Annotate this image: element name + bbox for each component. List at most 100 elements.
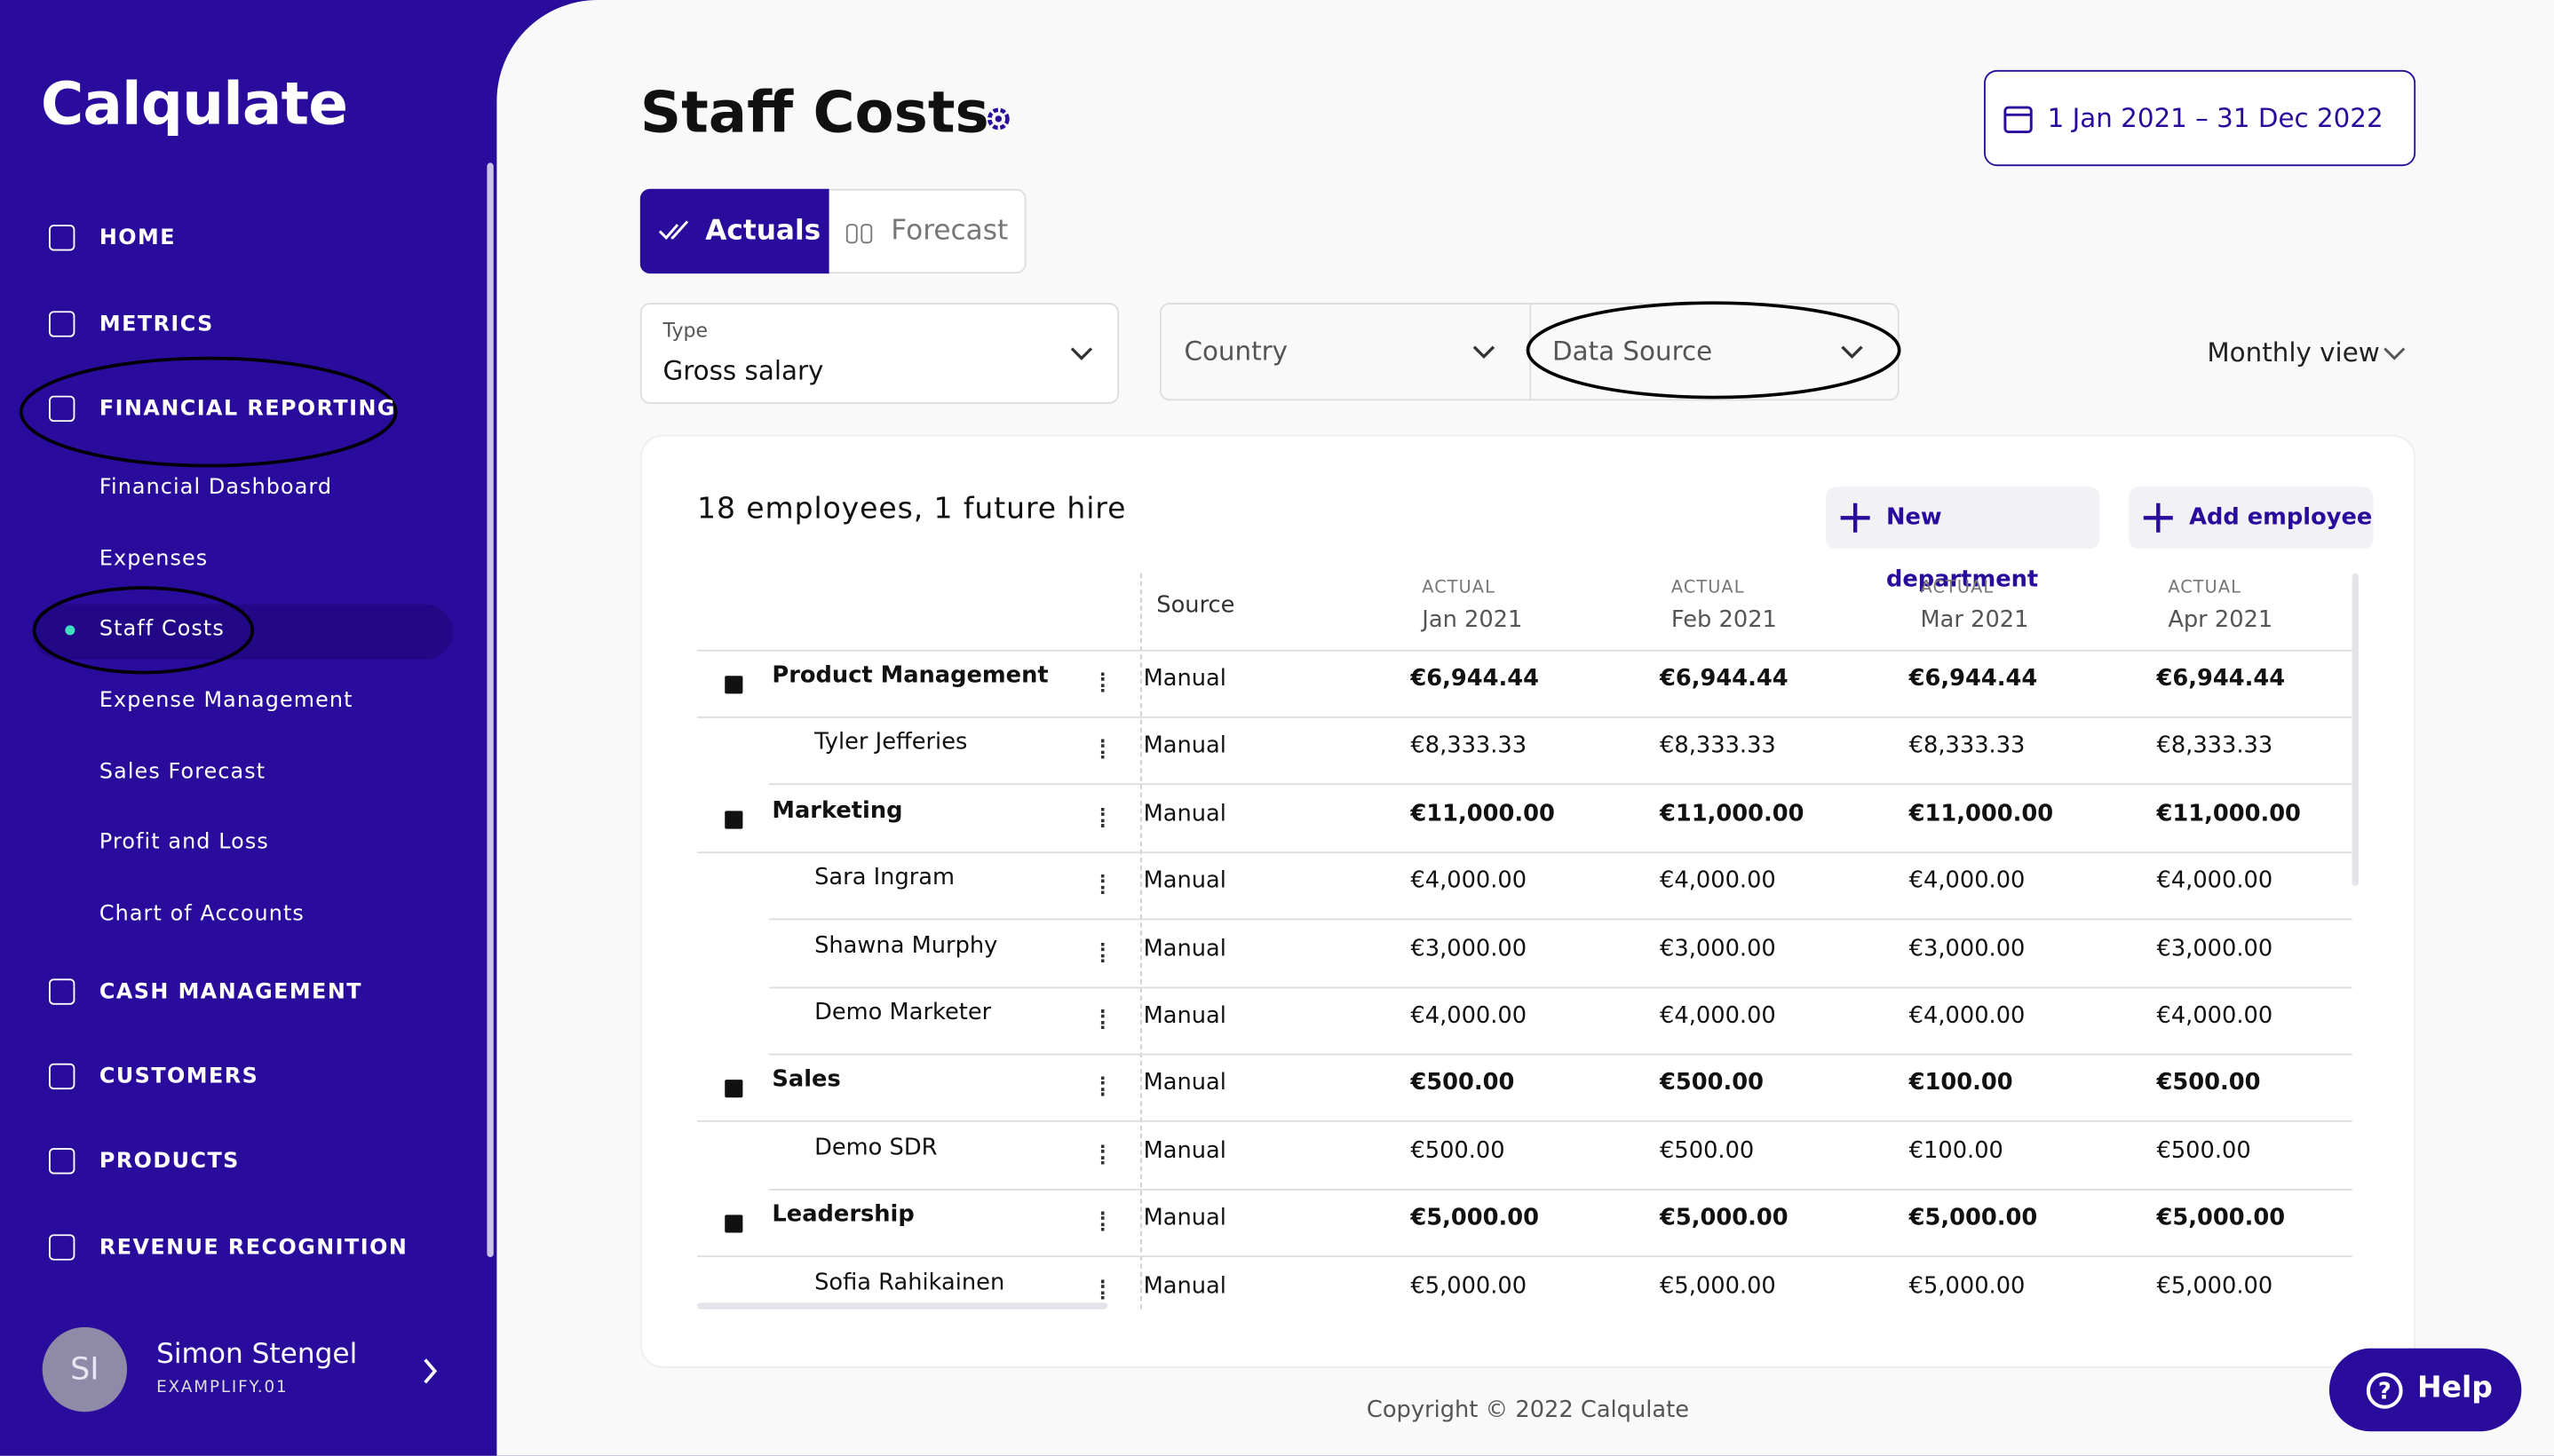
- nav-item[interactable]: Profit and Loss: [99, 830, 269, 855]
- amount: €100.00: [1908, 1070, 2013, 1097]
- user-chevron[interactable]: [417, 1355, 443, 1388]
- nav-icon: [49, 1234, 75, 1261]
- user-org: EXAMPLIFY.01: [156, 1379, 289, 1397]
- group-name[interactable]: Product Management: [772, 662, 1049, 689]
- vdivider: [1139, 573, 1142, 1310]
- employee-name[interactable]: Sofia Rahikainen: [814, 1269, 1005, 1296]
- th-kind: ACTUAL: [1920, 578, 1995, 598]
- table: Source ACTUAL Jan 2021 ACTUAL Feb 2021 ACTUAL…: [642, 437, 2415, 1310]
- th-kind: ACTUAL: [1670, 578, 1745, 598]
- nav-item[interactable]: FINANCIAL REPORTING: [99, 397, 396, 423]
- group-name[interactable]: Sales: [772, 1067, 841, 1094]
- nav-item[interactable]: Staff Costs: [99, 617, 225, 642]
- employee-name[interactable]: Shawna Murphy: [814, 932, 998, 959]
- tab[interactable]: Forecast: [891, 215, 1009, 248]
- user-name[interactable]: Simon Stengel: [156, 1338, 358, 1372]
- nav-item[interactable]: Chart of Accounts: [99, 902, 305, 927]
- amount: €4,000.00: [1660, 867, 1776, 895]
- amount: €11,000.00: [1410, 801, 1555, 827]
- nav-icon: [49, 225, 75, 251]
- collapse-toggle[interactable]: [725, 676, 743, 694]
- scrollbar: [487, 162, 494, 1258]
- collapse-toggle[interactable]: [725, 811, 743, 829]
- employee-name[interactable]: Demo SDR: [814, 1135, 938, 1161]
- nav-item[interactable]: Financial Dashboard: [99, 475, 333, 501]
- help-label: Help: [2416, 1371, 2493, 1405]
- hline: [697, 716, 2352, 718]
- date-range[interactable]: 1 Jan 2021 – 31 Dec 2022: [1984, 69, 2416, 167]
- amount: €11,000.00: [1908, 801, 2054, 827]
- source: Manual: [1143, 1070, 1226, 1097]
- table-scrollbar: [2352, 573, 2359, 886]
- th-month: Feb 2021: [1670, 607, 1777, 634]
- nav-icon: [49, 1063, 75, 1090]
- amount: €8,333.33: [1660, 733, 1776, 760]
- type-select[interactable]: Type Gross salary: [639, 303, 1120, 404]
- country-select[interactable]: Country: [1184, 335, 1289, 367]
- nav-item[interactable]: REVENUE RECOGNITION: [99, 1236, 408, 1261]
- filter-group: Country Data Source: [1159, 303, 1900, 401]
- row-menu[interactable]: [1100, 1009, 1107, 1030]
- tab[interactable]: Actuals: [705, 215, 821, 248]
- amount: €3,000.00: [1908, 935, 2026, 962]
- nav-item[interactable]: CASH MANAGEMENT: [99, 980, 362, 1005]
- row-menu[interactable]: [1100, 807, 1107, 827]
- nav-item[interactable]: Expenses: [99, 547, 209, 572]
- card: 18 employees, 1 future hire New departme…: [639, 434, 2416, 1368]
- avatar[interactable]: SI: [42, 1326, 128, 1412]
- row-menu[interactable]: [1100, 1211, 1107, 1231]
- row-menu[interactable]: [1100, 1144, 1107, 1165]
- amount: €5,000.00: [2156, 1205, 2286, 1231]
- collapse-toggle[interactable]: [725, 1215, 743, 1233]
- new-department-btn[interactable]: New department: [1826, 487, 2100, 593]
- amount: €5,000.00: [2156, 1272, 2273, 1299]
- nav-icon: [49, 978, 75, 1005]
- amount: €4,000.00: [1908, 1002, 2026, 1030]
- nav-item[interactable]: PRODUCTS: [99, 1149, 240, 1175]
- employee-name[interactable]: Sara Ingram: [814, 865, 956, 891]
- row-menu[interactable]: [1100, 942, 1107, 962]
- nav-item[interactable]: CUSTOMERS: [99, 1064, 259, 1090]
- amount: €4,000.00: [1660, 1002, 1776, 1030]
- row-menu[interactable]: [1100, 672, 1107, 692]
- amount: €4,000.00: [1410, 1002, 1527, 1030]
- amount: €500.00: [1410, 1137, 1505, 1165]
- employee-name[interactable]: Demo Marketer: [814, 1000, 992, 1026]
- th-kind: ACTUAL: [2168, 578, 2241, 598]
- settings-icon[interactable]: [984, 104, 1013, 133]
- employee-name[interactable]: Tyler Jefferies: [814, 730, 968, 756]
- hline: [697, 649, 2352, 652]
- nav-item[interactable]: HOME: [99, 226, 177, 251]
- nav-icon: [49, 395, 75, 423]
- button-label: New department: [1886, 504, 2039, 593]
- table-hscrollbar: [697, 1302, 1108, 1310]
- group-name[interactable]: Marketing: [772, 797, 903, 824]
- amount: €100.00: [1908, 1137, 2003, 1165]
- hline: [697, 851, 2352, 853]
- summary: 18 employees, 1 future hire: [697, 491, 1127, 526]
- row-menu[interactable]: [1100, 1077, 1107, 1097]
- view-select[interactable]: Monthly view: [2207, 336, 2380, 368]
- page-title: Staff Costs: [639, 81, 989, 147]
- amount: €5,000.00: [1660, 1205, 1789, 1231]
- row-menu[interactable]: [1100, 874, 1107, 895]
- date-range-text: 1 Jan 2021 – 31 Dec 2022: [2047, 102, 2383, 134]
- amount: €4,000.00: [2156, 1002, 2273, 1030]
- amount: €5,000.00: [1410, 1272, 1527, 1299]
- button-label: Add employee: [2189, 504, 2373, 531]
- group-name[interactable]: Leadership: [772, 1201, 915, 1229]
- logo[interactable]: Calqulate: [40, 71, 348, 138]
- hline: [697, 1120, 2352, 1123]
- nav-item[interactable]: Sales Forecast: [99, 760, 266, 786]
- nav-item[interactable]: METRICS: [99, 313, 214, 337]
- row-menu[interactable]: [1100, 740, 1107, 760]
- collapse-toggle[interactable]: [725, 1080, 743, 1098]
- row-menu[interactable]: [1100, 1278, 1107, 1299]
- th-source: Source: [1156, 592, 1235, 619]
- source: Manual: [1143, 935, 1226, 962]
- source: Manual: [1143, 1205, 1226, 1231]
- help-button[interactable]: ? Help: [2328, 1348, 2522, 1432]
- nav-item[interactable]: Expense Management: [99, 688, 353, 714]
- amount: €6,944.44: [2156, 666, 2286, 692]
- data-source-select[interactable]: Data Source: [1551, 335, 1713, 367]
